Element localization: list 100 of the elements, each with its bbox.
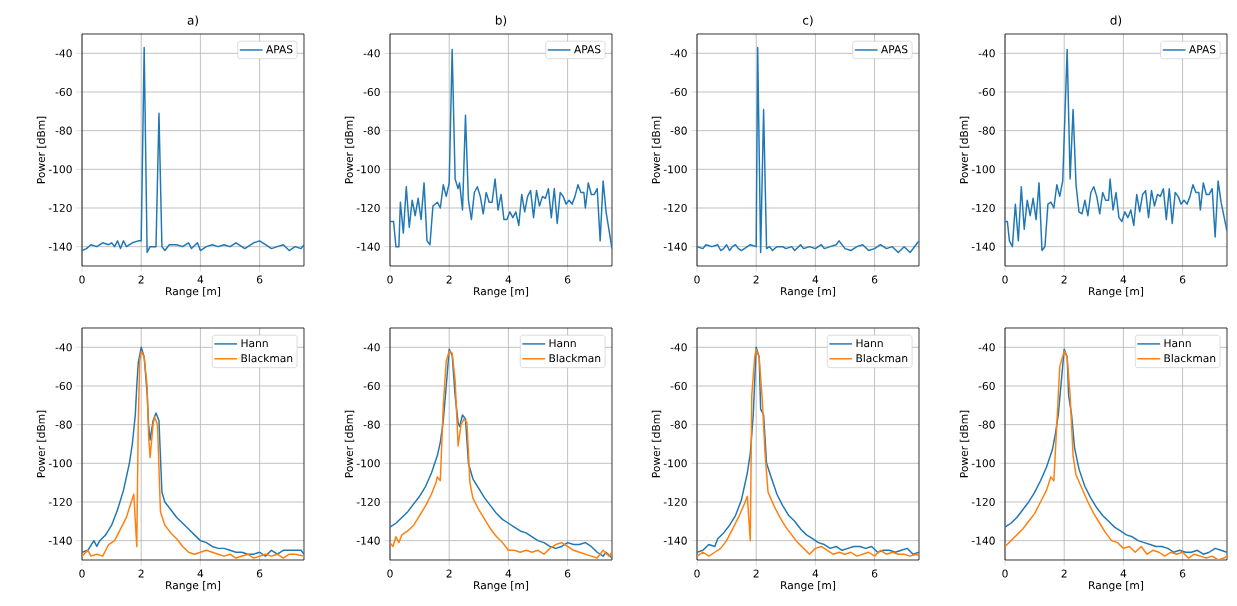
x-tick-label: 2 bbox=[138, 275, 144, 284]
y-tick-label: -80 bbox=[55, 126, 72, 135]
y-tick-label: -120 bbox=[971, 203, 995, 213]
x-tick-label: 4 bbox=[812, 275, 819, 284]
y-tick-label: -140 bbox=[663, 536, 687, 545]
legend-label: Blackman bbox=[856, 353, 908, 363]
x-tick-label: 0 bbox=[694, 275, 700, 284]
x-tick-label: 4 bbox=[197, 275, 204, 284]
line-series bbox=[82, 46, 304, 254]
legend-label: Blackman bbox=[241, 353, 293, 363]
y-tick-label: -140 bbox=[663, 242, 687, 251]
chart-title: b) bbox=[495, 15, 507, 27]
legend-label: Hann bbox=[856, 339, 883, 348]
y-tick-label: -120 bbox=[356, 497, 380, 507]
y-tick-label: -120 bbox=[48, 203, 72, 213]
y-tick-label: -60 bbox=[670, 381, 687, 391]
x-tick-label: 4 bbox=[505, 569, 512, 578]
y-tick-label: -40 bbox=[55, 343, 72, 352]
y-axis-title: Power [dBm] bbox=[959, 116, 970, 184]
x-tick-label: 0 bbox=[79, 569, 85, 578]
y-axis-title: Power [dBm] bbox=[36, 116, 47, 184]
x-tick-label: 0 bbox=[387, 275, 393, 284]
y-axis-title: Power [dBm] bbox=[344, 116, 355, 184]
y-tick-label: -80 bbox=[670, 126, 687, 135]
y-tick-label: -100 bbox=[971, 165, 995, 174]
y-tick-label: -80 bbox=[363, 420, 380, 429]
y-tick-label: -40 bbox=[363, 49, 380, 58]
y-tick-label: -80 bbox=[978, 420, 995, 429]
x-axis-title: Range [m] bbox=[1089, 580, 1144, 592]
x-tick-label: 4 bbox=[1120, 275, 1127, 284]
y-axis-title: Power [dBm] bbox=[36, 410, 47, 478]
x-tick-label: 2 bbox=[446, 569, 452, 578]
line-series bbox=[697, 46, 919, 254]
x-tick-label: 2 bbox=[138, 569, 144, 578]
y-tick-label: -140 bbox=[48, 242, 72, 251]
x-tick-label: 0 bbox=[1002, 275, 1008, 284]
y-tick-label: -140 bbox=[48, 536, 72, 545]
legend-label: Hann bbox=[241, 339, 268, 348]
legend-label: APAS bbox=[574, 45, 601, 54]
legend-label: Hann bbox=[1164, 339, 1191, 348]
x-tick-label: 6 bbox=[256, 275, 263, 284]
x-tick-label: 0 bbox=[387, 569, 393, 578]
legend-label: APAS bbox=[266, 45, 293, 54]
x-tick-label: 4 bbox=[1120, 569, 1127, 578]
x-tick-label: 6 bbox=[564, 275, 571, 284]
y-axis-title: Power [dBm] bbox=[344, 410, 355, 478]
y-tick-label: -120 bbox=[356, 203, 380, 213]
y-tick-label: -60 bbox=[363, 87, 380, 97]
chart-title: c) bbox=[803, 15, 813, 27]
legend-label: APAS bbox=[881, 45, 908, 54]
x-axis-title: Range [m] bbox=[1089, 286, 1144, 298]
x-tick-label: 2 bbox=[1061, 275, 1067, 284]
x-tick-label: 2 bbox=[753, 569, 759, 578]
legend-label: Hann bbox=[549, 339, 576, 348]
x-axis-title: Range [m] bbox=[474, 580, 529, 592]
x-tick-label: 6 bbox=[871, 569, 878, 578]
x-tick-label: 2 bbox=[753, 275, 759, 284]
y-tick-label: -120 bbox=[971, 497, 995, 507]
chart-title: d) bbox=[1110, 15, 1122, 27]
y-axis-title: Power [dBm] bbox=[651, 116, 662, 184]
y-tick-label: -60 bbox=[55, 381, 72, 391]
y-tick-label: -140 bbox=[971, 536, 995, 545]
y-tick-label: -40 bbox=[978, 343, 995, 352]
y-tick-label: -140 bbox=[356, 536, 380, 545]
y-tick-label: -40 bbox=[670, 343, 687, 352]
y-tick-label: -100 bbox=[971, 459, 995, 468]
y-tick-label: -80 bbox=[55, 420, 72, 429]
y-tick-label: -40 bbox=[978, 49, 995, 58]
x-tick-label: 6 bbox=[1179, 569, 1186, 578]
y-tick-label: -120 bbox=[48, 497, 72, 507]
x-tick-label: 4 bbox=[505, 275, 512, 284]
x-axis-title: Range [m] bbox=[474, 286, 529, 298]
legend-label: Blackman bbox=[1164, 353, 1216, 363]
y-tick-label: -100 bbox=[48, 459, 72, 468]
y-tick-label: -60 bbox=[978, 381, 995, 391]
x-axis-title: Range [m] bbox=[166, 580, 221, 592]
x-axis-title: Range [m] bbox=[166, 286, 221, 298]
y-tick-label: -100 bbox=[356, 165, 380, 174]
y-axis-title: Power [dBm] bbox=[959, 410, 970, 478]
x-tick-label: 2 bbox=[1061, 569, 1067, 578]
chart-title: a) bbox=[187, 15, 198, 27]
y-axis-title: Power [dBm] bbox=[651, 410, 662, 478]
y-tick-label: -60 bbox=[363, 381, 380, 391]
y-tick-label: -40 bbox=[363, 343, 380, 352]
y-tick-label: -80 bbox=[978, 126, 995, 135]
y-tick-label: -140 bbox=[971, 242, 995, 251]
x-axis-title: Range [m] bbox=[781, 286, 836, 298]
y-tick-label: -60 bbox=[978, 87, 995, 97]
y-tick-label: -120 bbox=[663, 497, 687, 507]
x-tick-label: 0 bbox=[1002, 569, 1008, 578]
y-tick-label: -100 bbox=[663, 459, 687, 468]
y-tick-label: -60 bbox=[55, 87, 72, 97]
y-tick-label: -80 bbox=[363, 126, 380, 135]
y-tick-label: -40 bbox=[55, 49, 72, 58]
y-tick-label: -140 bbox=[356, 242, 380, 251]
y-tick-label: -120 bbox=[663, 203, 687, 213]
y-tick-label: -100 bbox=[48, 165, 72, 174]
legend-label: APAS bbox=[1189, 45, 1216, 54]
x-tick-label: 0 bbox=[694, 569, 700, 578]
x-tick-label: 6 bbox=[871, 275, 878, 284]
